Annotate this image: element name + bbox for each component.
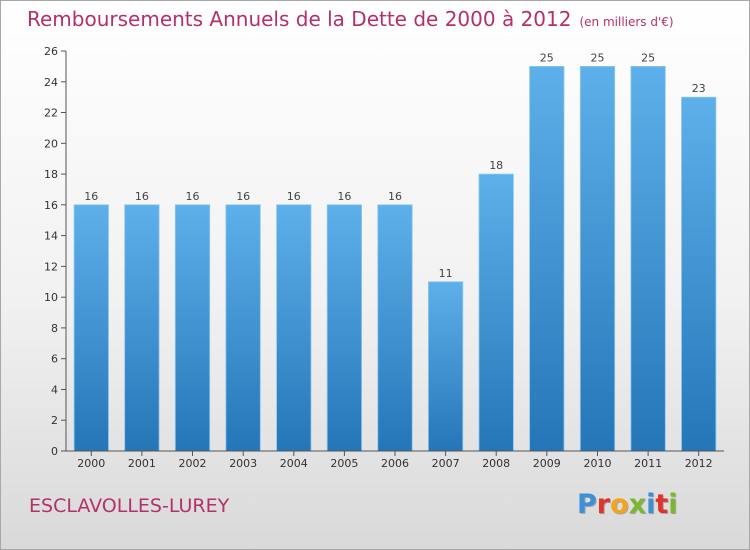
logo-letter: r — [596, 489, 611, 520]
bars-group: 16 16 16 16 16 16 16 11 18 25 25 25 23 — [73, 51, 717, 452]
x-tick-label-2011: 2011 — [634, 457, 662, 470]
data-label-2011: 25 — [641, 51, 655, 64]
proxiti-logo: Proxiti — [577, 489, 678, 520]
x-tick-label-2000: 2000 — [77, 457, 105, 470]
y-tick-label-14: 14 — [44, 230, 58, 243]
axes-group: 2000 2001 2002 2003 2004 2005 2006 2007 2008 2009… — [44, 45, 724, 470]
x-tick-label-2002: 2002 — [179, 457, 207, 470]
bar-2007 — [427, 281, 464, 452]
bar-2012 — [681, 96, 717, 452]
x-tick-label-2006: 2006 — [381, 457, 409, 470]
y-tick-label-24: 24 — [44, 76, 58, 89]
bar-2004 — [276, 204, 312, 452]
x-tick-label-2005: 2005 — [330, 457, 358, 470]
chart-subtitle: (en milliers d'€) — [579, 15, 674, 29]
logo-letter: o — [610, 489, 629, 520]
y-tick-label-12: 12 — [44, 260, 58, 273]
bar-2001 — [124, 204, 160, 452]
x-tick-label-2007: 2007 — [432, 457, 460, 470]
commune-name: ESCLAVOLLES-LUREY — [29, 495, 230, 517]
logo-letter: i — [646, 489, 656, 520]
x-tick-label-2010: 2010 — [584, 457, 612, 470]
bar-2008 — [478, 173, 514, 452]
data-label-2010: 25 — [591, 51, 605, 64]
bar-2010 — [579, 66, 616, 452]
logo-letter: t — [655, 489, 669, 520]
chart-title: Remboursements Annuels de la Dette de 20… — [27, 7, 674, 31]
y-tick-label-8: 8 — [51, 322, 58, 335]
data-label-2004: 16 — [287, 190, 301, 203]
data-label-2012: 23 — [692, 82, 706, 95]
bar-2009 — [529, 66, 565, 452]
y-tick-label-26: 26 — [44, 45, 58, 58]
bar-2002 — [174, 204, 211, 452]
logo-letter: P — [577, 489, 597, 520]
bar-2011 — [630, 66, 666, 452]
bar-2003 — [225, 204, 261, 452]
x-tick-label-2003: 2003 — [229, 457, 257, 470]
logo-letter: x — [628, 489, 647, 520]
data-label-2003: 16 — [236, 190, 250, 203]
logo-letter: i — [668, 489, 678, 520]
y-tick-label-0: 0 — [51, 445, 58, 458]
data-label-2001: 16 — [135, 190, 149, 203]
bar-2006 — [377, 204, 413, 452]
y-tick-label-4: 4 — [51, 384, 58, 397]
y-tick-label-16: 16 — [44, 199, 58, 212]
x-tick-label-2001: 2001 — [128, 457, 156, 470]
data-label-2006: 16 — [388, 190, 402, 203]
title-text: Remboursements Annuels de la Dette de 20… — [27, 7, 572, 31]
bar-2005 — [326, 204, 363, 452]
x-tick-label-2008: 2008 — [482, 457, 510, 470]
y-tick-label-18: 18 — [44, 168, 58, 181]
data-label-2009: 25 — [540, 51, 554, 64]
y-tick-label-20: 20 — [44, 137, 58, 150]
bar-2000 — [73, 204, 109, 452]
data-label-2005: 16 — [337, 190, 351, 203]
data-label-2008: 18 — [489, 159, 503, 172]
y-tick-label-22: 22 — [44, 107, 58, 120]
x-tick-label-2009: 2009 — [533, 457, 561, 470]
data-label-2007: 11 — [439, 267, 453, 280]
data-label-2002: 16 — [186, 190, 200, 203]
x-tick-label-2004: 2004 — [280, 457, 308, 470]
data-label-2000: 16 — [84, 190, 98, 203]
y-tick-label-2: 2 — [51, 414, 58, 427]
x-tick-label-2012: 2012 — [685, 457, 713, 470]
y-tick-label-6: 6 — [51, 353, 58, 366]
y-tick-label-10: 10 — [44, 291, 58, 304]
